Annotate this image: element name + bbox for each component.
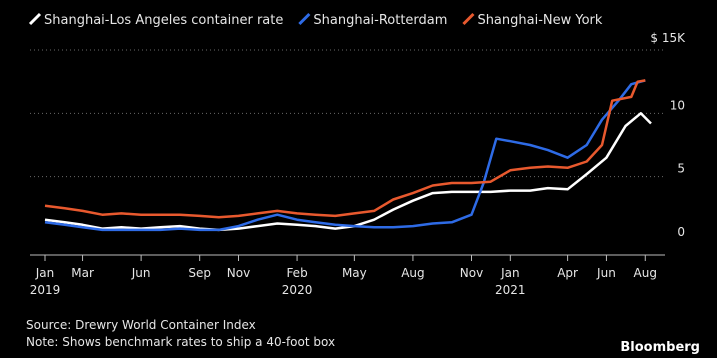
x-tick-label: Jan bbox=[35, 266, 55, 280]
legend-swatch bbox=[462, 12, 475, 26]
legend-item: Shanghai-Los Angeles container rate bbox=[28, 12, 283, 28]
x-tick-label: Sep bbox=[188, 266, 211, 280]
y-tick-label: $ 15K bbox=[650, 31, 686, 45]
x-tick-year: 2021 bbox=[495, 283, 526, 297]
x-tick-label: Jun bbox=[131, 266, 151, 280]
legend: Shanghai-Los Angeles container rate Shang… bbox=[28, 12, 603, 28]
legend-swatch bbox=[28, 12, 42, 26]
x-tick-label: Feb bbox=[286, 266, 307, 280]
legend-label: Shanghai-Rotterdam bbox=[313, 13, 447, 28]
source-note: Source: Drewry World Container Index bbox=[26, 318, 256, 332]
x-tick-label: Aug bbox=[634, 266, 657, 280]
x-tick-label: Aug bbox=[401, 266, 424, 280]
y-tick-label: 10 bbox=[670, 98, 685, 112]
x-tick-label: Apr bbox=[557, 266, 578, 280]
x-tick-label: May bbox=[342, 266, 367, 280]
y-axis-ticks: 0 5 10 $ 15K bbox=[650, 31, 686, 239]
series-lines bbox=[44, 79, 652, 232]
y-tick-label: 0 bbox=[677, 225, 685, 239]
legend-label: Shanghai-New York bbox=[477, 13, 602, 28]
legend-swatch bbox=[298, 12, 311, 26]
x-tick-label: Nov bbox=[460, 266, 483, 280]
bloomberg-logo: Bloomberg bbox=[620, 340, 700, 355]
x-tick-label: Nov bbox=[227, 266, 250, 280]
legend-item: Shanghai-Rotterdam bbox=[298, 12, 447, 28]
x-tick-label: Mar bbox=[71, 266, 94, 280]
x-tick-year: 2019 bbox=[30, 283, 61, 297]
legend-label: Shanghai-Los Angeles container rate bbox=[44, 13, 283, 28]
x-tick-year: 2020 bbox=[282, 283, 313, 297]
x-tick-label: Jun bbox=[596, 266, 616, 280]
x-axis-ticks: Jan 2019 Mar Jun Sep Nov Feb 2020 May Aug Nov Jan 20… bbox=[30, 255, 657, 297]
footnote: Note: Shows benchmark rates to ship a 40… bbox=[26, 335, 335, 349]
y-tick-label: 5 bbox=[677, 162, 685, 176]
series-line bbox=[44, 79, 646, 219]
series-line bbox=[44, 79, 646, 232]
x-tick-label: Jan bbox=[500, 266, 520, 280]
legend-item: Shanghai-New York bbox=[462, 12, 603, 28]
